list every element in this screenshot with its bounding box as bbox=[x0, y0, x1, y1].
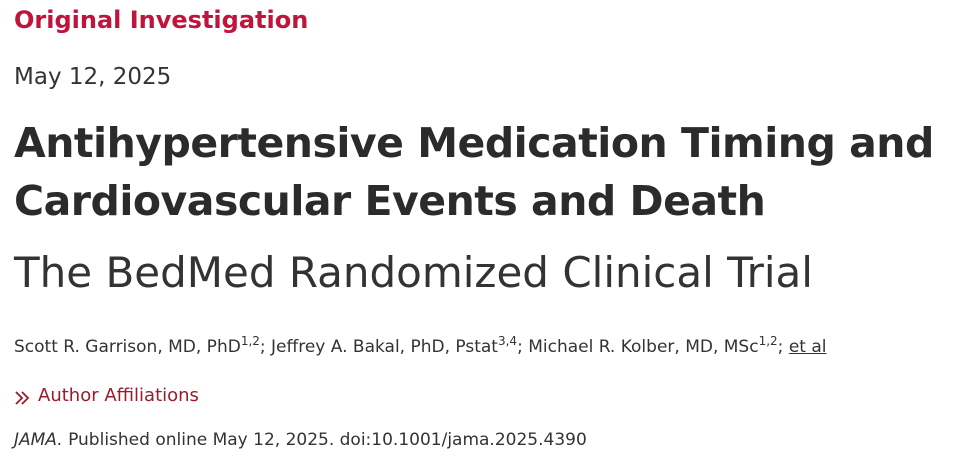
journal-name: JAMA. bbox=[14, 430, 63, 450]
citation-text: Published online May 12, 2025. doi:10.10… bbox=[62, 430, 587, 450]
publication-date: May 12, 2025 bbox=[14, 64, 172, 90]
author-list: Scott R. Garrison, MD, PhD1,2; Jeffrey A… bbox=[14, 334, 826, 360]
citation-line: JAMA. Published online May 12, 2025. doi… bbox=[14, 427, 587, 453]
article-title: Antihypertensive Medication Timing and C… bbox=[14, 114, 934, 230]
author-affiliations-toggle[interactable]: Author Affiliations bbox=[14, 383, 199, 409]
author-affiliation-sup: 3,4 bbox=[497, 334, 518, 348]
article-title-line-2: Cardiovascular Events and Death bbox=[14, 177, 766, 225]
article-subtitle: The BedMed Randomized Clinical Trial bbox=[14, 248, 813, 297]
article-title-line-1: Antihypertensive Medication Timing and bbox=[14, 119, 934, 167]
author-name[interactable]: Michael R. Kolber, MD, MSc bbox=[528, 337, 759, 357]
author-separator: ; bbox=[777, 337, 789, 357]
author-name[interactable]: Jeffrey A. Bakal, PhD, Pstat bbox=[271, 337, 498, 357]
et-al-link[interactable]: et al bbox=[788, 337, 827, 357]
author-affiliation-sup: 1,2 bbox=[758, 334, 778, 348]
author-affiliations-label: Author Affiliations bbox=[38, 385, 199, 406]
author-name[interactable]: Scott R. Garrison, MD, PhD bbox=[14, 337, 241, 357]
article-type-label: Original Investigation bbox=[14, 6, 309, 34]
author-affiliation-sup: 1,2 bbox=[240, 334, 260, 348]
double-chevron-right-icon bbox=[14, 388, 32, 405]
author-separator: ; bbox=[517, 337, 529, 357]
author-separator: ; bbox=[259, 337, 272, 357]
